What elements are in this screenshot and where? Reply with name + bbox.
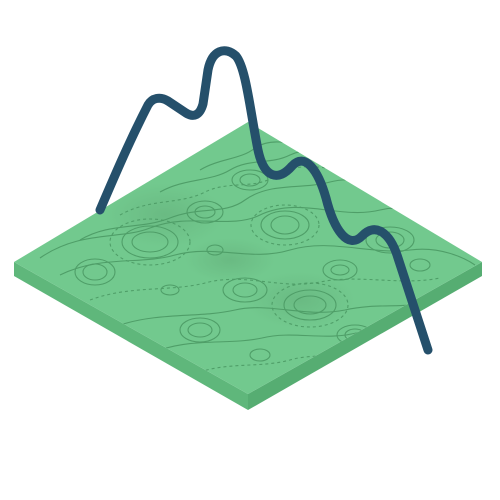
elevation-profile-icon (95, 46, 433, 355)
tile-right-side (248, 262, 482, 410)
contour-lines (39, 141, 481, 373)
tile-left-side (14, 262, 248, 410)
